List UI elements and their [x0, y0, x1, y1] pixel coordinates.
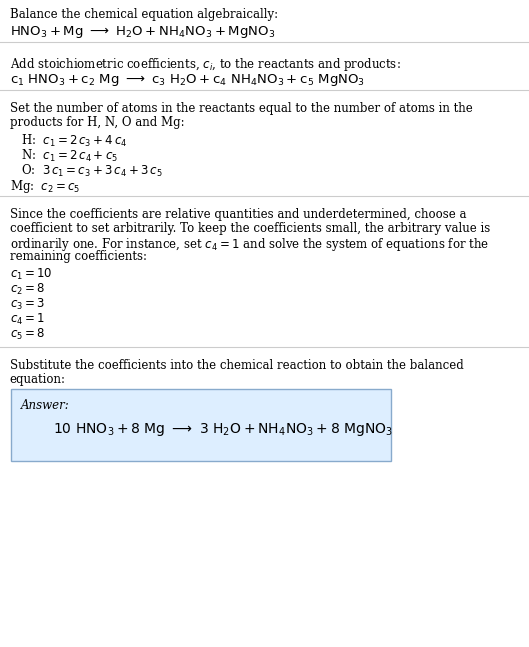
Text: $\mathrm{c_1\ HNO_3 + c_2\ Mg \ \longrightarrow \ c_3\ H_2O + c_4\ NH_4NO_3 + c_: $\mathrm{c_1\ HNO_3 + c_2\ Mg \ \longrig… — [10, 72, 364, 88]
Text: Substitute the coefficients into the chemical reaction to obtain the balanced: Substitute the coefficients into the che… — [10, 359, 463, 372]
Text: remaining coefficients:: remaining coefficients: — [10, 250, 147, 263]
Text: equation:: equation: — [10, 373, 66, 386]
Text: Since the coefficients are relative quantities and underdetermined, choose a: Since the coefficients are relative quan… — [10, 208, 466, 221]
Text: $\mathrm{HNO_3 + Mg \ \longrightarrow \ H_2O + NH_4NO_3 + MgNO_3}$: $\mathrm{HNO_3 + Mg \ \longrightarrow \ … — [10, 24, 275, 40]
Text: Balance the chemical equation algebraically:: Balance the chemical equation algebraica… — [10, 8, 278, 21]
Text: $c_1 = 10$: $c_1 = 10$ — [10, 267, 52, 282]
Text: $c_4 = 1$: $c_4 = 1$ — [10, 312, 44, 327]
Text: $c_5 = 8$: $c_5 = 8$ — [10, 327, 44, 342]
Text: Set the number of atoms in the reactants equal to the number of atoms in the: Set the number of atoms in the reactants… — [10, 102, 472, 115]
Text: Answer:: Answer: — [21, 399, 70, 412]
Text: H:  $c_1 = 2\,c_3 + 4\,c_4$: H: $c_1 = 2\,c_3 + 4\,c_4$ — [21, 133, 128, 149]
Text: coefficient to set arbitrarily. To keep the coefficients small, the arbitrary va: coefficient to set arbitrarily. To keep … — [10, 222, 490, 235]
Text: N:  $c_1 = 2\,c_4 + c_5$: N: $c_1 = 2\,c_4 + c_5$ — [21, 148, 118, 164]
Text: $c_3 = 3$: $c_3 = 3$ — [10, 297, 44, 312]
FancyBboxPatch shape — [11, 389, 391, 461]
Text: Add stoichiometric coefficients, $c_i$, to the reactants and products:: Add stoichiometric coefficients, $c_i$, … — [10, 56, 400, 73]
Text: Mg:  $c_2 = c_5$: Mg: $c_2 = c_5$ — [10, 178, 80, 195]
Text: O:  $3\,c_1 = c_3 + 3\,c_4 + 3\,c_5$: O: $3\,c_1 = c_3 + 3\,c_4 + 3\,c_5$ — [21, 163, 163, 179]
Text: products for H, N, O and Mg:: products for H, N, O and Mg: — [10, 116, 184, 129]
Text: $c_2 = 8$: $c_2 = 8$ — [10, 282, 44, 297]
Text: ordinarily one. For instance, set $c_4 = 1$ and solve the system of equations fo: ordinarily one. For instance, set $c_4 =… — [10, 236, 489, 253]
Text: $\mathrm{10\ HNO_3 + 8\ Mg \ \longrightarrow \ 3\ H_2O + NH_4NO_3 + 8\ MgNO_3}$: $\mathrm{10\ HNO_3 + 8\ Mg \ \longrighta… — [53, 421, 393, 438]
